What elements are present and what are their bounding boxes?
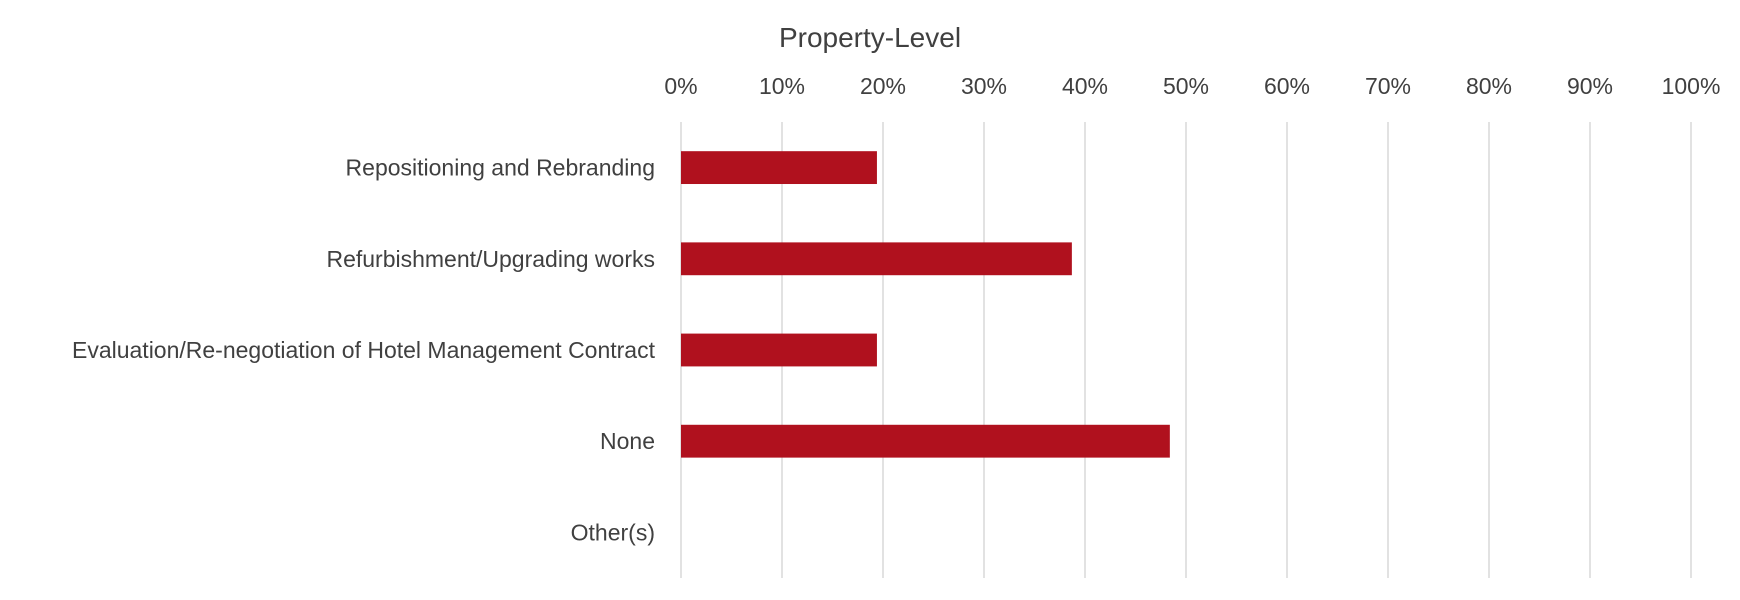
- x-tick-label: 40%: [1062, 73, 1108, 99]
- bar: [681, 333, 877, 367]
- category-label: None: [600, 428, 655, 454]
- x-tick-label: 60%: [1264, 73, 1310, 99]
- gridlines: [680, 122, 1692, 578]
- x-axis-ticks: 0% 10% 20% 30% 40% 50% 60% 70% 80% 90% 100%: [664, 73, 1720, 99]
- bars: [681, 151, 1170, 458]
- x-tick-label: 80%: [1466, 73, 1512, 99]
- bar: [681, 242, 1072, 276]
- x-tick-label: 70%: [1365, 73, 1411, 99]
- category-label: Evaluation/Re-negotiation of Hotel Manag…: [72, 337, 656, 363]
- x-tick-label: 90%: [1567, 73, 1613, 99]
- category-labels: Repositioning and Rebranding Refurbishmen…: [72, 155, 656, 546]
- x-tick-label: 30%: [961, 73, 1007, 99]
- x-tick-label: 100%: [1662, 73, 1721, 99]
- x-tick-label: 20%: [860, 73, 906, 99]
- bar: [681, 424, 1170, 458]
- category-label: Refurbishment/Upgrading works: [326, 246, 655, 272]
- category-label: Other(s): [571, 519, 655, 545]
- chart-title: Property-Level: [779, 22, 961, 53]
- x-tick-label: 0%: [664, 73, 697, 99]
- x-tick-label: 50%: [1163, 73, 1209, 99]
- x-tick-label: 10%: [759, 73, 805, 99]
- bar: [681, 151, 877, 185]
- category-label: Repositioning and Rebranding: [346, 155, 655, 181]
